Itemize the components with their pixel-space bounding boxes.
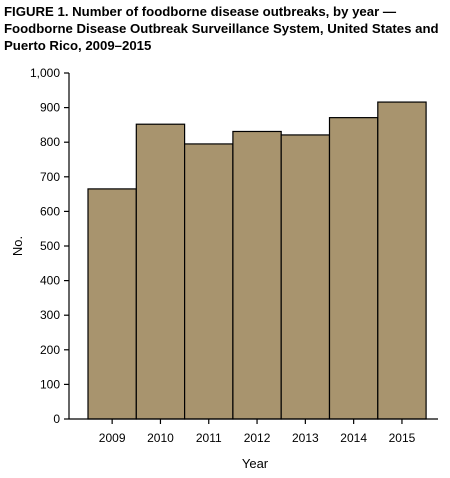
- y-tick-label: 0: [53, 412, 60, 426]
- y-tick-label: 300: [40, 308, 60, 322]
- y-tick-label: 100: [40, 377, 60, 391]
- x-tick-label-2014: 2014: [340, 431, 367, 445]
- x-axis: 2009 2010 2011 2012 2013 2014 2015: [69, 418, 438, 445]
- bar-2014: [328, 117, 379, 420]
- bar-2011: [184, 143, 234, 420]
- x-tick-label-2010: 2010: [147, 431, 174, 445]
- y-tick-label: 600: [40, 204, 60, 218]
- y-tick-label: 900: [40, 101, 60, 115]
- y-tick-label: 700: [40, 170, 60, 184]
- y-tick-label: 800: [40, 135, 60, 149]
- y-tick-label: 500: [40, 239, 60, 253]
- y-axis: 0 100 200 300 400 500 600 700 800 900 1,000: [30, 66, 70, 426]
- y-tick-label: 400: [40, 274, 60, 288]
- x-tick-label-2009: 2009: [99, 431, 126, 445]
- bars-group: [87, 101, 427, 420]
- bar-2012: [232, 130, 282, 420]
- bar-2013: [280, 134, 331, 420]
- bar-2010: [135, 123, 186, 420]
- x-axis-label: Year: [242, 456, 269, 471]
- bar-2015: [377, 101, 427, 420]
- x-tick-label-2013: 2013: [292, 431, 319, 445]
- y-tick-label: 200: [40, 343, 60, 357]
- y-tick-label: 1,000: [30, 66, 60, 80]
- x-tick-label-2011: 2011: [196, 431, 222, 445]
- y-axis-label: No.: [10, 236, 25, 256]
- figure-title: FIGURE 1. Number of foodborne disease ou…: [4, 4, 439, 53]
- x-tick-label-2015: 2015: [389, 431, 416, 445]
- bar-2009: [87, 188, 137, 420]
- x-tick-label-2012: 2012: [244, 431, 271, 445]
